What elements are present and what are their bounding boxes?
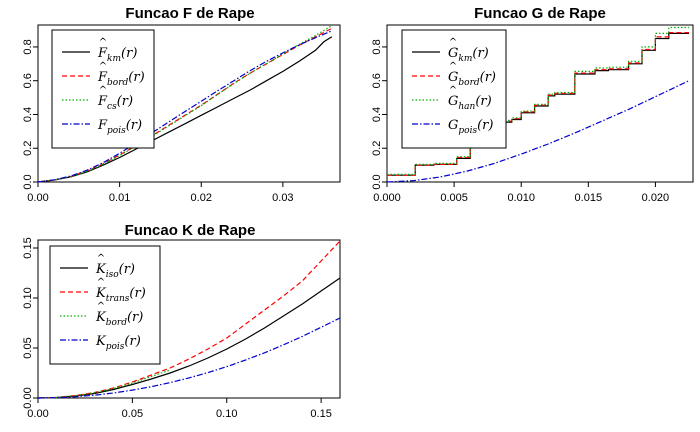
- plot-frame: [37, 24, 341, 183]
- series-line-trans: [37, 240, 341, 399]
- panel-funcao-g: Funcao G de Rape 0.000 0.005 0.010 0.015 0.0…: [371, 5, 694, 204]
- series-line-pois: [37, 317, 341, 399]
- y-tick-label: 0.8: [22, 39, 34, 54]
- x-tick-label: 0.000: [373, 192, 401, 204]
- legend-label-trans: Ktrans(r): [95, 286, 146, 304]
- legend-hat: ^: [97, 301, 105, 312]
- legend-label-iso: Kiso(r): [95, 262, 135, 280]
- x-tick-label: 0.05: [122, 408, 143, 420]
- chart-title: Funcao K de Rape: [125, 222, 256, 239]
- legend-label-km: Gkm(r): [448, 46, 489, 64]
- panel-funcao-f: Funcao F de Rape 0.00 0.01 0.02 0.03 0.0 0.2 0…: [22, 5, 341, 204]
- y-tick-label: 0.0: [22, 174, 34, 189]
- legend-label-bord: Kbord(r): [95, 310, 143, 328]
- legend-label-cs: Fcs(r): [97, 94, 133, 112]
- legend-label-bord: Fbord(r): [97, 70, 145, 88]
- x-tick-label: 0.03: [272, 192, 293, 204]
- series-line-bord: [37, 369, 171, 399]
- y-tick-label: 0.4: [371, 107, 383, 122]
- y-tick-label: 0.6: [371, 73, 383, 88]
- series-line-han: [387, 26, 689, 175]
- plot-frame: [37, 239, 341, 399]
- x-tick-label: 0.010: [507, 192, 535, 204]
- chart-title: Funcao F de Rape: [125, 5, 254, 22]
- series-line-km: [387, 32, 689, 176]
- legend-hat: ^: [449, 37, 457, 48]
- x-tick-label: 0.01: [109, 192, 130, 204]
- x-tick-label: 0.02: [191, 192, 212, 204]
- x-tick-label: 0.10: [216, 408, 237, 420]
- series-line-bord: [387, 32, 689, 176]
- plot-frame: [386, 24, 694, 183]
- x-tick-label: 0.00: [27, 408, 48, 420]
- legend: ^Kiso(r)^Ktrans(r)^Kbord(r)Kpois(r): [49, 245, 161, 365]
- legend-hat: ^: [99, 61, 107, 72]
- legend-hat: ^: [449, 85, 457, 96]
- panel-funcao-k: Funcao K de Rape 0.00 0.05 0.10 0.15 0.00 0.0…: [22, 222, 341, 420]
- legend-label-bord: Gbord(r): [448, 70, 496, 88]
- series-line-pois: [37, 30, 333, 183]
- legend-hat: ^: [97, 253, 105, 264]
- y-tick-label: 0.10: [22, 287, 34, 308]
- y-tick-label: 0.15: [22, 237, 34, 258]
- y-tick-label: 0.4: [22, 107, 34, 122]
- y-tick-label: 0.6: [22, 73, 34, 88]
- x-tick-label: 0.00: [27, 192, 48, 204]
- series-line-pois: [386, 80, 690, 183]
- y-tick-label: 0.0: [371, 174, 383, 189]
- legend: ^Gkm(r)^Gbord(r)^Ghan(r)Gpois(r): [401, 29, 507, 149]
- y-tick-label: 0.8: [371, 39, 383, 54]
- x-tick-label: 0.015: [575, 192, 603, 204]
- y-tick-label: 0.00: [22, 387, 34, 408]
- legend-label-pois: Fpois(r): [97, 118, 142, 136]
- legend-label-han: Ghan(r): [448, 94, 492, 112]
- legend-box: [49, 245, 161, 365]
- x-tick-label: 0.15: [310, 408, 331, 420]
- legend-hat: ^: [99, 85, 107, 96]
- y-tick-label: 0.05: [22, 337, 34, 358]
- legend-hat: ^: [99, 37, 107, 48]
- legend-label-km: Fkm(r): [97, 46, 137, 64]
- y-tick-label: 0.2: [371, 141, 383, 156]
- legend: ^Fkm(r)^Fbord(r)^Fcs(r)Fpois(r): [51, 29, 155, 149]
- legend-box: [401, 29, 507, 149]
- y-tick-label: 0.2: [22, 141, 34, 156]
- chart-title: Funcao G de Rape: [474, 5, 606, 22]
- series-line-cs: [37, 25, 333, 183]
- legend-label-pois: Kpois(r): [95, 334, 141, 352]
- x-tick-label: 0.005: [440, 192, 468, 204]
- legend-box: [51, 29, 155, 149]
- legend-hat: ^: [449, 61, 457, 72]
- legend-label-pois: Gpois(r): [448, 118, 493, 136]
- legend-hat: ^: [97, 277, 105, 288]
- x-tick-label: 0.020: [642, 192, 670, 204]
